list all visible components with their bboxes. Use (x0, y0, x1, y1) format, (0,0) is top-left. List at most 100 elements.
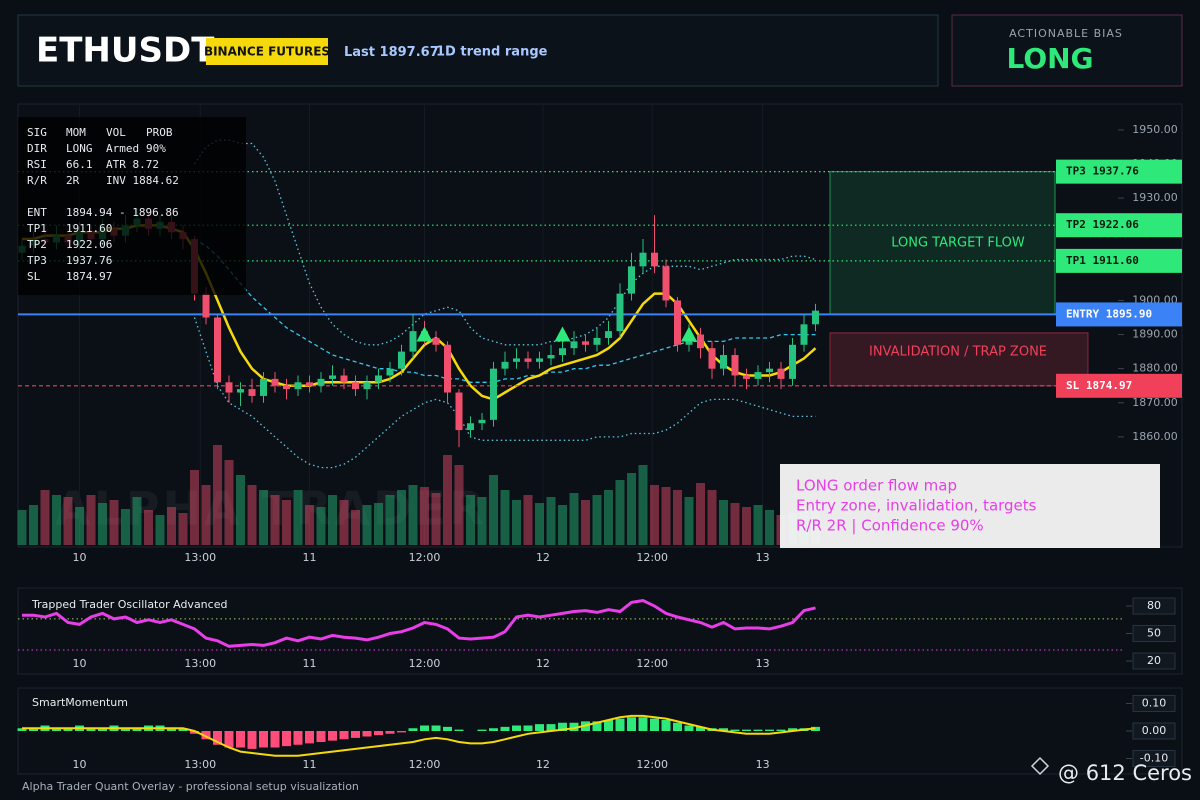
last-value: 1897.67 (380, 45, 439, 60)
momentum-bar (753, 729, 763, 731)
candle-body (582, 341, 589, 345)
volume-bar (328, 495, 337, 545)
candle-body (363, 382, 371, 390)
volume-bar (707, 490, 717, 545)
momentum-bar (523, 725, 533, 731)
volume-bar (638, 465, 648, 545)
volume-bar (98, 503, 107, 545)
volume-bar (535, 503, 544, 545)
candle-body (616, 293, 624, 332)
momentum-bar (696, 726, 705, 731)
volume-bar (121, 509, 130, 545)
momentum-bar (29, 728, 38, 731)
candle-body (674, 300, 681, 345)
volume-bar (742, 507, 751, 545)
candle-body (501, 361, 509, 369)
momentum-bar (351, 731, 360, 738)
candle-body (398, 351, 405, 369)
candle-body (766, 368, 773, 373)
volume-bar (213, 445, 222, 545)
candle-body (789, 344, 796, 379)
volume-bar (397, 490, 406, 545)
x-tick-label: 12:00 (636, 551, 668, 564)
info-cell: TP3 (27, 254, 47, 267)
level-box (1056, 302, 1182, 327)
volume-bar (673, 490, 682, 545)
exchange: BINANCE FUTURES (204, 45, 330, 59)
y-tick-box (1132, 694, 1176, 712)
volume-bar (546, 497, 556, 545)
volume-bar (408, 485, 418, 545)
x-tick-label: 11 (303, 657, 317, 670)
level-label: TP2 1922.06 (1066, 218, 1139, 231)
momentum-bar (546, 724, 556, 731)
volume-bar (305, 505, 314, 545)
bias-label: ACTIONABLE BIAS (1009, 27, 1123, 40)
overlay-line (193, 139, 816, 346)
level-value: 1911.60 (1093, 254, 1139, 267)
level-value: 1922.06 (1093, 218, 1140, 231)
info-cell: ATR 8.72 (106, 158, 159, 171)
volume-bar (696, 483, 705, 545)
momentum-bar (86, 728, 96, 731)
candle-body (800, 324, 808, 345)
candle-body (639, 252, 647, 267)
momentum-bar (293, 731, 303, 745)
info-cell: 1894.94 - 1896.86 (66, 206, 179, 219)
info-cell: MOM (66, 126, 86, 139)
candle-body (559, 348, 566, 356)
level-name: SL (1066, 379, 1080, 392)
info-cell: SIG (27, 126, 47, 139)
momentum-bar (270, 731, 280, 748)
candle-body (743, 375, 750, 379)
momentum-bar (247, 731, 257, 749)
level-name: TP3 (1066, 165, 1086, 178)
level-box (1056, 213, 1182, 238)
volume-bar (224, 460, 234, 545)
momentum-bar (190, 731, 199, 734)
candle-body (777, 368, 785, 379)
volume-bar (477, 497, 487, 545)
info-cell: 1911.60 (66, 222, 112, 235)
y-tick-label: 1950.00 (1132, 123, 1178, 136)
candle-body (708, 348, 716, 369)
momentum-bar (213, 731, 222, 745)
momentum-bar (385, 731, 395, 734)
y-tick-label: 1890.00 (1132, 328, 1178, 341)
volume-bar (558, 505, 567, 545)
volume-bar (420, 487, 429, 545)
y-tick-label: 1870.00 (1132, 396, 1178, 409)
candle-body (432, 337, 440, 345)
candle-body (513, 358, 520, 362)
y-tick-box (1132, 750, 1176, 768)
invalidation-zone (829, 332, 1089, 387)
candle-body (294, 382, 302, 390)
candle-body (340, 375, 348, 383)
volume-bar (489, 475, 498, 545)
buy-signal (554, 326, 571, 342)
level-value: 1874.97 (1086, 379, 1132, 392)
credit: @ 612 Ceros (1058, 761, 1192, 785)
momentum-bar (167, 728, 176, 731)
range: 1D trend range (436, 45, 548, 60)
momentum-bar (477, 729, 487, 731)
volume-bar (374, 503, 383, 545)
volume-bar (86, 495, 96, 545)
momentum-bar (316, 731, 326, 743)
candle-body (317, 378, 325, 386)
momentum-bar (374, 731, 383, 736)
volume-bar (236, 475, 245, 545)
volume-bar (40, 490, 50, 545)
volume-bar (351, 510, 360, 545)
x-tick-label: 11 (303, 758, 317, 771)
momentum-bar (650, 718, 659, 731)
candle-body (812, 310, 819, 325)
volume-bar (765, 510, 774, 545)
y-tick-box (1132, 625, 1176, 643)
overlay-line (194, 238, 816, 383)
volume-bar (178, 513, 188, 545)
momentum-bar (121, 728, 130, 731)
candle-body (225, 382, 233, 393)
momentum-bar (489, 728, 498, 731)
